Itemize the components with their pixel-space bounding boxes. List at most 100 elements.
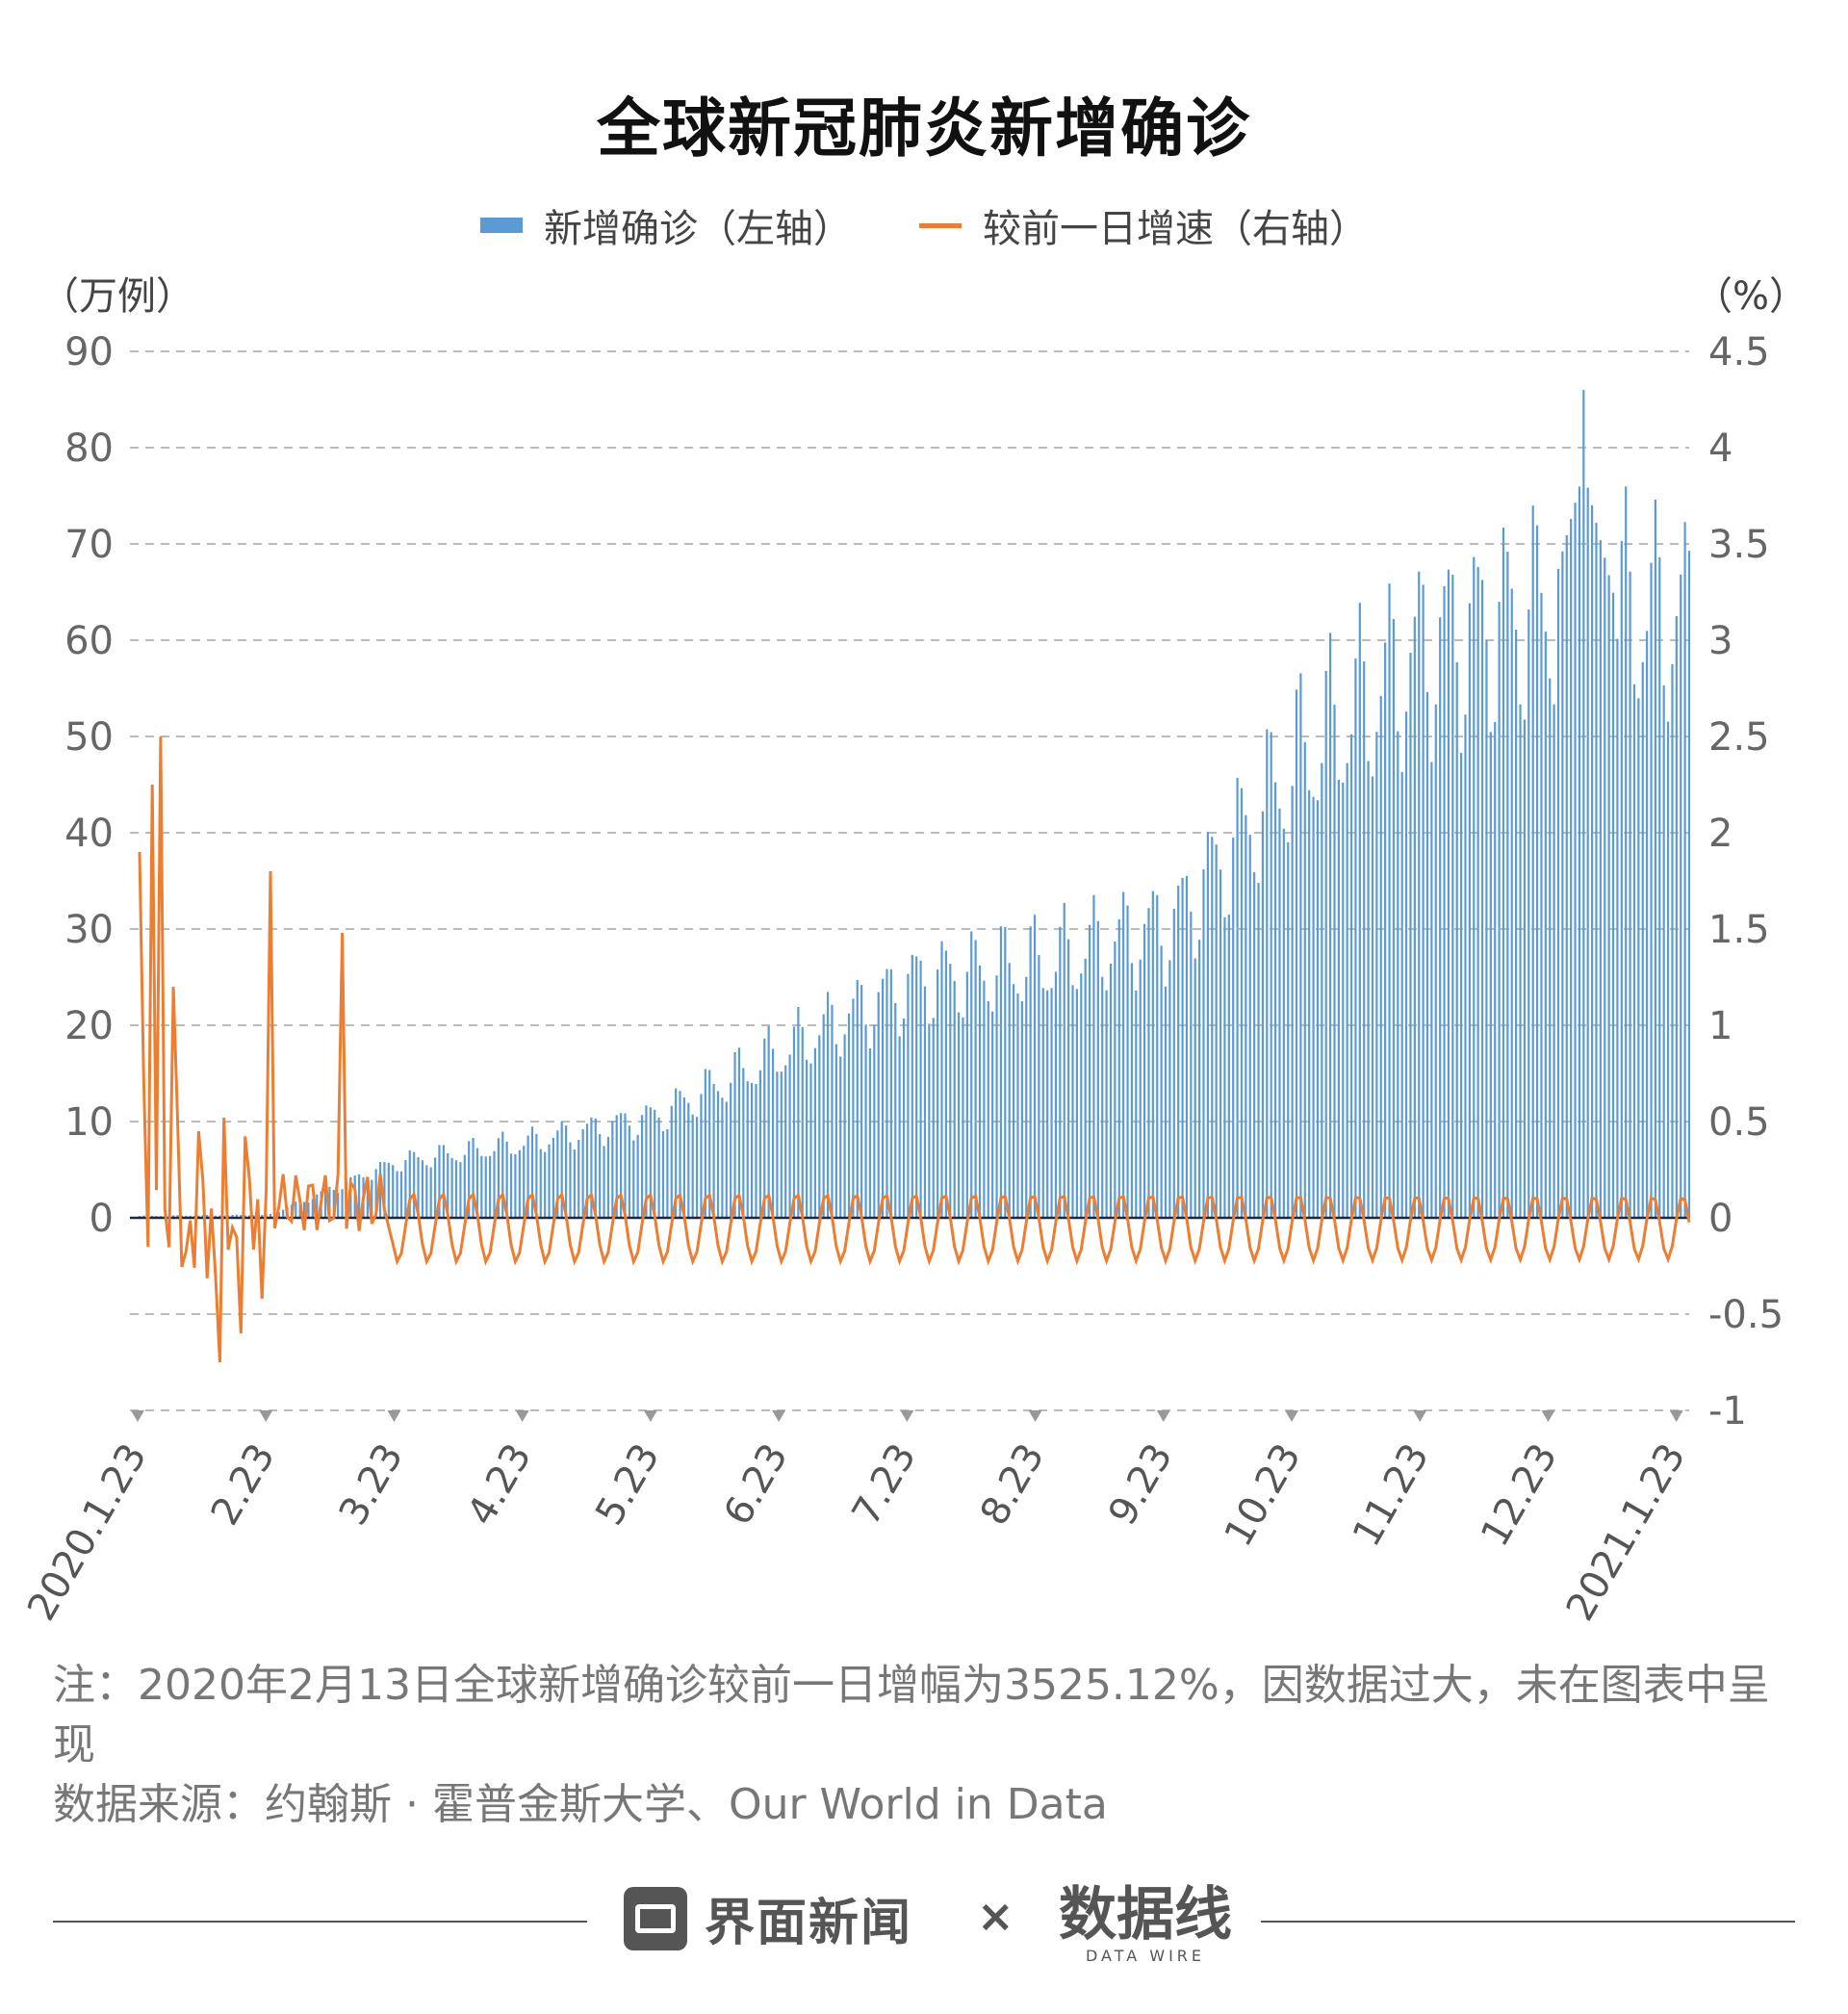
new-cases-bar (261, 1214, 264, 1218)
new-cases-bar (1151, 891, 1154, 1218)
new-cases-bar (907, 973, 910, 1218)
x-tick-marker (1156, 1410, 1170, 1422)
new-cases-bar (1278, 808, 1281, 1218)
x-tick-marker (387, 1410, 401, 1422)
new-cases-bar (1236, 777, 1239, 1218)
footer-rule-right (1261, 1921, 1795, 1923)
new-cases-bar (661, 1130, 665, 1218)
new-cases-bar (396, 1171, 398, 1218)
new-cases-bar (995, 975, 998, 1218)
x-tick-marker (259, 1410, 273, 1422)
legend-swatch-bars (480, 218, 523, 233)
new-cases-bar (1088, 924, 1091, 1218)
new-cases-bar (1337, 779, 1340, 1218)
new-cases-bar (1662, 684, 1665, 1218)
new-cases-bar (1582, 390, 1585, 1218)
x-tick-marker (1028, 1410, 1042, 1422)
footer-rule-left (53, 1921, 587, 1923)
x-tick-label: 11.23 (1345, 1436, 1438, 1554)
new-cases-bar (606, 1136, 610, 1218)
chart-canvas: 0 10 20 30 40 50 60 70 80 90 -1 -0.5 0 0.5 1 1.5 2 2.5 3 3.… (19, 330, 1784, 1628)
new-cases-bar (831, 1004, 834, 1218)
new-cases-bar (687, 1102, 690, 1218)
datawire-logo: 数据线 DATA WIRE (1059, 1881, 1232, 1965)
new-cases-bar (806, 1059, 808, 1218)
right-tick-label: 0 (1708, 1197, 1732, 1241)
new-cases-bar (944, 950, 948, 1218)
new-cases-bar (341, 1189, 344, 1218)
legend-swatch-line (919, 222, 962, 228)
new-cases-bar (1240, 788, 1244, 1218)
new-cases-bar (383, 1162, 386, 1218)
new-cases-bar (463, 1154, 466, 1218)
new-cases-bar (1333, 704, 1336, 1218)
new-cases-bar (1632, 684, 1636, 1218)
new-cases-bar (1232, 837, 1235, 1218)
new-cases-bar (1476, 566, 1479, 1218)
new-cases-bar (1489, 732, 1492, 1218)
new-cases-bar (1172, 908, 1175, 1218)
new-cases-bar (1553, 704, 1555, 1218)
new-cases-bar (868, 1048, 872, 1218)
new-cases-bar (459, 1162, 462, 1218)
brand-mark-icon (624, 1886, 687, 1950)
new-cases-bar (501, 1131, 504, 1218)
new-cases-bar (755, 1084, 757, 1218)
legend-item-line: 较前一日增速（右轴） (919, 197, 1368, 253)
new-cases-bar (763, 1038, 766, 1218)
new-cases-bar (1464, 714, 1467, 1218)
new-cases-bar (206, 1214, 209, 1218)
new-cases-bar (965, 971, 968, 1218)
new-cases-bar (780, 1072, 783, 1218)
new-cases-bar (176, 1215, 179, 1218)
new-cases-bar (957, 1012, 961, 1218)
new-cases-bar (636, 1134, 639, 1218)
new-cases-bar (387, 1162, 390, 1218)
brand-logo: 界面新闻 (624, 1882, 912, 1954)
new-cases-bar (843, 1034, 846, 1218)
new-cases-bar (1308, 789, 1311, 1218)
new-cases-bar (889, 968, 892, 1218)
new-cases-bar (1523, 719, 1527, 1218)
right-tick-label: 4.5 (1708, 330, 1770, 374)
new-cases-bar (442, 1145, 445, 1218)
new-cases-bar (1181, 877, 1184, 1218)
new-cases-bar (1080, 973, 1083, 1218)
new-cases-bar (784, 1065, 787, 1218)
new-cases-bar (374, 1169, 377, 1218)
new-cases-bar (1109, 963, 1113, 1218)
new-cases-bar (1586, 487, 1589, 1219)
new-cases-bar (489, 1155, 492, 1218)
new-cases-bar (911, 954, 913, 1218)
new-cases-bar (1299, 673, 1302, 1218)
new-cases-bar (240, 1215, 243, 1218)
right-tick-label: 2.5 (1708, 715, 1770, 760)
new-cases-bar (856, 980, 859, 1218)
new-cases-bar (624, 1113, 627, 1218)
new-cases-bar (877, 992, 880, 1218)
new-cases-bar (438, 1145, 441, 1218)
new-cases-bar (1130, 963, 1134, 1218)
new-cases-bar (813, 1047, 817, 1218)
new-cases-bar (475, 1148, 479, 1218)
new-cases-bar (1540, 592, 1543, 1218)
new-cases-bar (539, 1149, 542, 1218)
new-cases-bar (788, 1054, 791, 1218)
new-cases-bar (252, 1215, 255, 1218)
new-cases-bar (632, 1140, 635, 1218)
new-cases-bar (569, 1142, 572, 1218)
x-tick-marker (772, 1410, 786, 1422)
new-cases-bar (1506, 552, 1509, 1218)
new-cases-bar (1135, 990, 1138, 1218)
new-cases-bar (1358, 603, 1361, 1218)
new-cases-bar (1531, 505, 1534, 1218)
x-tick-marker (1541, 1410, 1555, 1422)
new-cases-bar (328, 1186, 331, 1218)
x-tick-marker (1285, 1410, 1299, 1422)
new-cases-bar (311, 1199, 314, 1218)
new-cases-bar (1595, 522, 1598, 1218)
new-cases-bar (408, 1149, 411, 1218)
new-cases-bar (425, 1165, 428, 1218)
new-cases-bar (1321, 762, 1323, 1218)
new-cases-bar (366, 1182, 369, 1218)
